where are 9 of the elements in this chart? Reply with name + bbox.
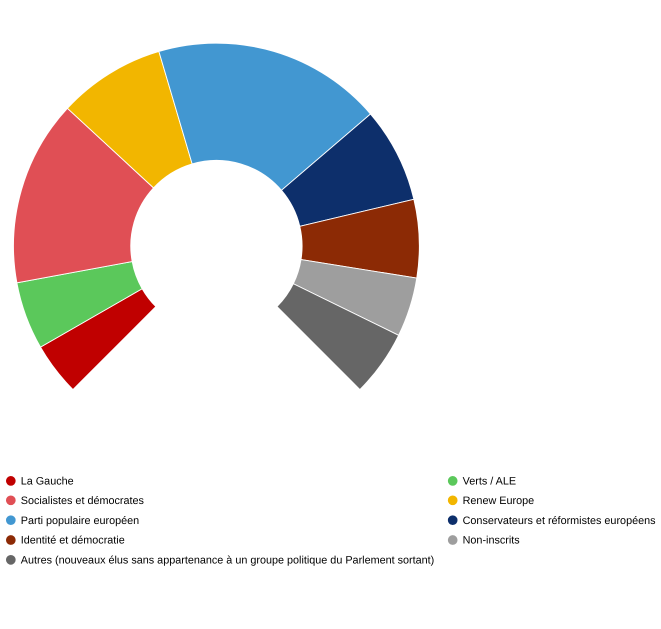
legend-label: Non-inscrits xyxy=(462,534,520,547)
legend-label: La Gauche xyxy=(20,476,74,488)
legend-label: Parti populaire européen xyxy=(20,514,140,527)
legend-label: Renew Europe xyxy=(462,494,534,507)
legend-label: Autres (nouveaux élus sans appartenance à un groupe politique du Parlement sortant) xyxy=(20,554,434,566)
legend-label: Socialistes et démocrates xyxy=(20,494,145,507)
legend-label: Conservateurs et réformistes européens xyxy=(462,514,656,527)
legend-label: Verts / ALE xyxy=(462,476,516,488)
legend-label: Identité et démocratie xyxy=(20,534,125,547)
